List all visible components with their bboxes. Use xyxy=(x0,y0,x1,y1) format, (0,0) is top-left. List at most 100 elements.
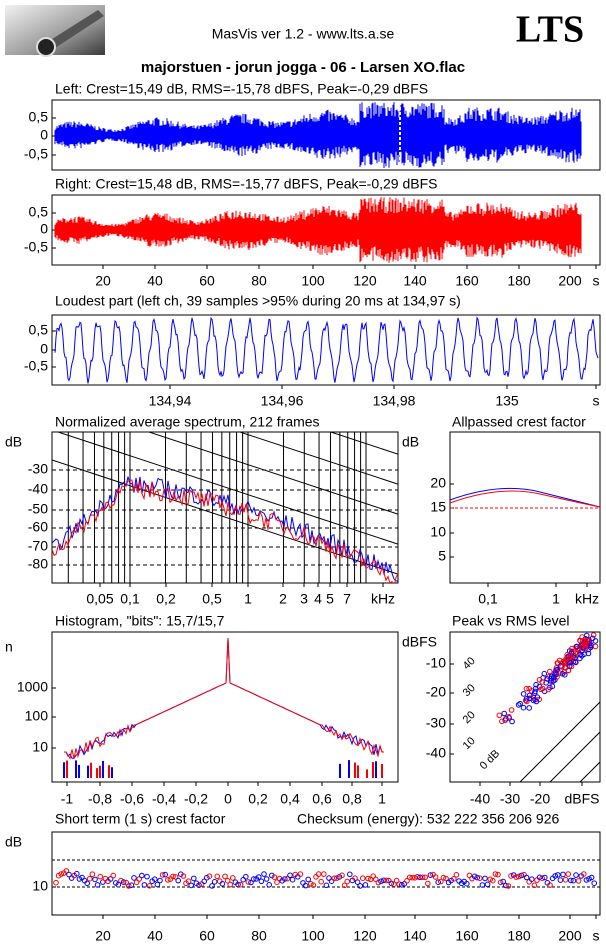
scatter-point xyxy=(531,690,538,696)
x-tick-label: 0,8 xyxy=(342,791,362,807)
y-unit: n xyxy=(5,639,13,655)
plot-frame xyxy=(51,431,399,584)
crest-point xyxy=(453,872,460,878)
crest-point xyxy=(321,871,327,877)
y-tick-label: -80 xyxy=(28,556,48,572)
scatter-point xyxy=(548,673,555,680)
crest-point xyxy=(516,873,522,880)
spectrum-grid xyxy=(52,310,398,583)
y-tick-label: 20 xyxy=(430,475,446,491)
crest-point xyxy=(146,883,153,889)
scatter-point xyxy=(526,685,533,692)
scatter-point xyxy=(582,641,588,648)
crest-point xyxy=(258,878,265,885)
y-tick-label: 1000 xyxy=(17,679,48,695)
crest-point xyxy=(300,880,306,886)
crest-point xyxy=(583,877,590,883)
x-tick-label: 135 xyxy=(495,393,519,409)
crest-point xyxy=(432,874,439,880)
x-tick-label: -1 xyxy=(61,791,74,807)
grid-line xyxy=(238,432,398,485)
x-tick-label: 0,1 xyxy=(478,591,498,607)
panel-title: Loudest part (left ch, 39 samples >95% d… xyxy=(55,293,461,309)
crest-point xyxy=(482,875,488,882)
crest-point xyxy=(562,876,569,883)
crest-point xyxy=(581,871,587,877)
crest-point xyxy=(388,880,395,887)
crest-point xyxy=(409,874,416,881)
crest-point xyxy=(383,877,390,884)
y-unit: dBFS xyxy=(402,634,437,650)
x-tick-label: 20 xyxy=(95,928,111,944)
x-tick-label: 0 xyxy=(224,791,232,807)
x-tick-label: -0,6 xyxy=(120,791,144,807)
x-tick-label: 0,6 xyxy=(312,791,332,807)
y-unit: dB xyxy=(5,834,22,850)
y-tick-label: 10 xyxy=(430,524,446,540)
crest-point xyxy=(84,880,90,887)
x-tick-label: 0,2 xyxy=(156,591,176,607)
grid-line xyxy=(56,432,398,545)
logo-text: LTS xyxy=(516,9,584,51)
scatter-point xyxy=(581,651,587,658)
x-tick-label: 200 xyxy=(558,928,582,944)
crest-point xyxy=(206,873,213,880)
x-tick-label: 2 xyxy=(279,591,287,607)
crest-point xyxy=(362,882,369,888)
crest-point xyxy=(139,872,145,879)
crest-point xyxy=(271,874,278,881)
crest-point xyxy=(287,872,293,879)
crest-point xyxy=(282,876,288,882)
x-tick-label: 20 xyxy=(95,273,111,289)
scatter-point xyxy=(533,698,540,705)
crest-point xyxy=(495,871,501,878)
crest-point xyxy=(331,875,338,882)
crest-point xyxy=(110,872,116,879)
scatter-point xyxy=(567,659,573,666)
crest-point xyxy=(344,878,351,885)
panel-title: Allpassed crest factor xyxy=(452,414,586,430)
crest-point xyxy=(531,882,538,889)
crest-point xyxy=(484,881,491,888)
crest-point xyxy=(227,881,233,888)
loudest-wave xyxy=(54,316,599,384)
x-tick-label: 160 xyxy=(455,928,479,944)
crest-point xyxy=(185,878,192,885)
x-tick-label: 40 xyxy=(147,928,163,944)
crest-point xyxy=(357,883,364,889)
scatter-point xyxy=(501,710,508,717)
scatter-point xyxy=(577,651,584,658)
crest-point xyxy=(513,874,520,880)
y-unit: dB xyxy=(5,434,22,450)
grid-line xyxy=(52,310,398,424)
y-tick-label: 0 xyxy=(40,341,48,357)
x-tick-label: 60 xyxy=(199,928,215,944)
crest-point xyxy=(224,877,231,884)
histogram-curve xyxy=(64,637,384,759)
spectrum-curve xyxy=(52,479,398,583)
file-title: majorstuen - jorun jogga - 06 - Larsen X… xyxy=(141,59,465,76)
x-tick-label: 120 xyxy=(353,273,377,289)
crest-point xyxy=(547,882,553,888)
crest-point xyxy=(406,874,413,881)
plot-frame xyxy=(51,631,399,783)
panel-title: Peak vs RMS level xyxy=(452,613,569,629)
crest-point xyxy=(297,871,304,877)
x-tick-label: 180 xyxy=(507,273,531,289)
x-tick-label: -40 xyxy=(470,791,490,807)
spectrum-curve xyxy=(52,476,398,582)
scatter-point xyxy=(520,691,527,697)
scatter-point xyxy=(567,654,574,661)
crest-point xyxy=(557,877,564,883)
crest-point xyxy=(328,878,335,885)
scatter-point xyxy=(506,713,512,720)
crest-point xyxy=(412,875,418,881)
y-tick-label: -0,5 xyxy=(24,146,48,162)
crest-point xyxy=(378,878,384,885)
crest-point xyxy=(188,882,194,889)
scatter-area xyxy=(496,632,600,782)
crest-point xyxy=(191,875,197,882)
diagonal-label: 0 dB xyxy=(478,748,502,772)
crest-point xyxy=(435,879,442,886)
